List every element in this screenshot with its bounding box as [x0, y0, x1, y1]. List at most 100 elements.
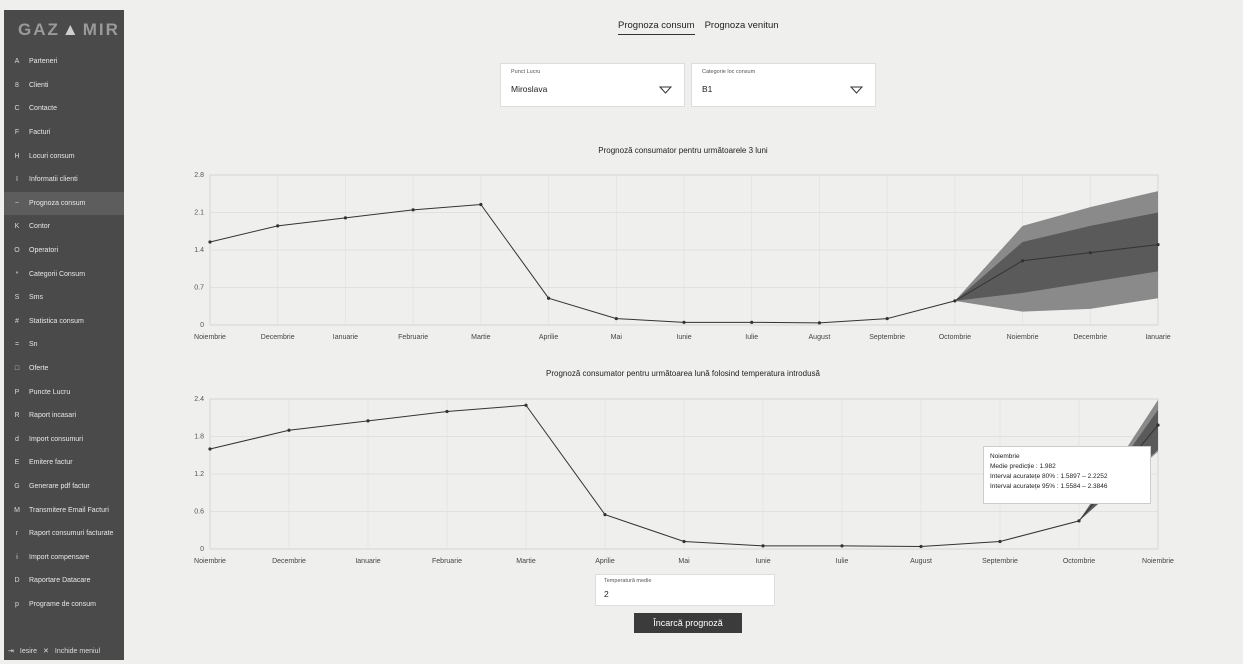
- main-content: Prognoza consum Prognoza venitun Punct L…: [128, 0, 1238, 664]
- x-tick-label: Iulie: [745, 334, 758, 341]
- x-tick-label: Martie: [471, 334, 491, 341]
- chevron-down-icon: [659, 86, 672, 94]
- y-tick-label: 2.8: [194, 172, 204, 179]
- temperature-label: Temperatură medie: [604, 578, 652, 584]
- sidebar-item-statistica-consum[interactable]: # Statistica consum: [4, 310, 124, 334]
- sidebar-item-generare-pdf-factur[interactable]: G Generare pdf factur: [4, 475, 124, 499]
- sidebar: GAZ ▲ MIR A Parteneri 8 Clienti C Contacte F Fa…: [4, 10, 124, 660]
- logo-text-right: MIR: [82, 20, 120, 39]
- sidebar-item-operatori[interactable]: O Operatori: [4, 239, 124, 263]
- chart2-title: Prognoză consumator pentru următoarea lu…: [546, 369, 820, 378]
- x-tick-label: Mai: [611, 334, 623, 341]
- x-tick-label: Decembrie: [272, 558, 306, 565]
- data-point: [1156, 243, 1160, 247]
- data-point: [276, 224, 280, 228]
- menu-icon: K: [14, 223, 20, 231]
- sidebar-item-label: Locuri consum: [29, 152, 75, 160]
- data-point: [750, 320, 754, 324]
- x-tick-label: Iunie: [676, 334, 691, 341]
- sidebar-item-contor[interactable]: K Contor: [4, 215, 124, 239]
- x-tick-label: Decembrie: [261, 334, 295, 341]
- menu-icon: H: [14, 152, 20, 160]
- sidebar-item-puncte-lucru[interactable]: P Puncte Lucru: [4, 380, 124, 404]
- menu-icon: E: [14, 459, 20, 467]
- data-point: [1156, 423, 1160, 427]
- app-logo[interactable]: GAZ ▲ MIR: [4, 10, 124, 50]
- x-tick-label: Mai: [678, 558, 690, 565]
- y-tick-label: 2.1: [194, 210, 204, 217]
- load-forecast-button[interactable]: Încarcă prognoză: [634, 613, 742, 633]
- data-point: [885, 316, 889, 321]
- x-tick-label: Septembrie: [982, 558, 1018, 565]
- chart-tooltip: Noiembrie Medie predicție : 1.982 Interv…: [983, 446, 1151, 504]
- sidebar-item-prognoza-consum[interactable]: ~ Prognoza consum: [4, 191, 124, 216]
- sidebar-item-categorii-consum[interactable]: * Categorii Consum: [4, 262, 124, 286]
- punct-lucru-value: Miroslava: [511, 84, 548, 94]
- sidebar-item-sn[interactable]: = Sn: [4, 333, 124, 357]
- menu-icon: =: [14, 341, 20, 349]
- data-point: [445, 409, 449, 414]
- sidebar-item-clienti[interactable]: 8 Clienti: [4, 74, 124, 98]
- data-point: [998, 539, 1002, 544]
- sidebar-item-label: Raport consumuri facturate: [29, 530, 114, 538]
- sidebar-menu: A Parteneri 8 Clienti C Contacte F Facturi H Locu…: [4, 50, 124, 616]
- tab-prognoza-venitun[interactable]: Prognoza venitun: [704, 20, 779, 31]
- chevron-down-icon: [850, 86, 863, 94]
- sidebar-item-locuri-consum[interactable]: H Locuri consum: [4, 144, 124, 168]
- sidebar-item-informatii-clienti[interactable]: I Informatii clienti: [4, 168, 124, 192]
- sidebar-item-sms[interactable]: S Sms: [4, 286, 124, 310]
- y-tick-label: 0.6: [194, 509, 204, 516]
- x-tick-label: Aprilie: [595, 558, 615, 565]
- menu-icon: p: [15, 600, 19, 608]
- tooltip-interval-80: Interval acuratețe 80% : 1.5897 – 2.2252: [990, 473, 1108, 480]
- x-tick-label: Ianuarie: [333, 334, 358, 341]
- sidebar-item-label: Generare pdf factur: [29, 482, 90, 490]
- sidebar-item-transmitere-email-facturi[interactable]: M Transmitere Email Facturi: [4, 498, 124, 522]
- sidebar-item-label: Categorii Consum: [29, 270, 86, 278]
- x-tick-label: Februarie: [398, 334, 428, 341]
- sidebar-item-emitere-factur[interactable]: E Emitere factur: [4, 451, 124, 475]
- sidebar-item-label: Transmitere Email Facturi: [29, 506, 109, 514]
- x-tick-label: Septembrie: [869, 334, 905, 341]
- close-icon[interactable]: ✕: [43, 648, 49, 655]
- chart1-title: Prognoză consumator pentru următoarele 3…: [598, 146, 768, 155]
- sidebar-item-import-consumuri[interactable]: d Import consumuri: [4, 428, 124, 452]
- sidebar-item-oferte[interactable]: □ Oferte: [4, 357, 124, 381]
- sidebar-item-programe-de-consum[interactable]: p Programe de consum: [4, 593, 124, 617]
- sidebar-item-facturi[interactable]: F Facturi: [4, 121, 124, 145]
- temperature-field[interactable]: Temperatură medie 2: [595, 574, 775, 606]
- tab-prognoza-consum[interactable]: Prognoza consum: [618, 20, 695, 35]
- menu-icon: ~: [14, 199, 20, 207]
- y-tick-label: 0: [200, 322, 204, 329]
- sidebar-item-label: Informatii clienti: [29, 176, 78, 184]
- y-tick-label: 0: [200, 546, 204, 553]
- categorie-select[interactable]: Categorie loc consum B1: [691, 63, 876, 107]
- sidebar-item-raportare-datacare[interactable]: D Raportare Datacare: [4, 569, 124, 593]
- sidebar-item-parteneri[interactable]: A Parteneri: [4, 50, 124, 74]
- sidebar-item-label: Statistica consum: [29, 317, 84, 325]
- x-tick-label: Iulie: [836, 558, 849, 565]
- punct-lucru-select[interactable]: Punct Lucru Miroslava: [500, 63, 685, 107]
- sidebar-item-raport-incasari[interactable]: R Raport incasari: [4, 404, 124, 428]
- x-tick-label: Aprilie: [539, 334, 559, 341]
- logout-icon[interactable]: ⇥: [8, 648, 14, 655]
- logout-link[interactable]: Iesire: [19, 647, 37, 655]
- menu-icon: A: [14, 58, 20, 66]
- sidebar-item-label: Contacte: [29, 105, 58, 113]
- sidebar-item-label: Sn: [29, 341, 38, 349]
- sidebar-item-contacte[interactable]: C Contacte: [4, 97, 124, 121]
- data-point: [682, 539, 686, 544]
- sidebar-item-label: Sms: [29, 294, 43, 302]
- y-tick-label: 2.4: [194, 396, 204, 403]
- temperature-value[interactable]: 2: [604, 589, 609, 599]
- categorie-label: Categorie loc consum: [702, 69, 756, 75]
- sidebar-item-import-compensare[interactable]: i Import compensare: [4, 545, 124, 569]
- sidebar-item-label: Import consumuri: [29, 435, 84, 443]
- close-menu-link[interactable]: Inchide meniul: [54, 647, 101, 655]
- sidebar-item-label: Facturi: [29, 129, 51, 137]
- x-tick-label: August: [809, 334, 831, 341]
- y-tick-label: 1.8: [194, 434, 204, 441]
- sidebar-item-raport-consumuri-facturate[interactable]: r Raport consumuri facturate: [4, 522, 124, 546]
- x-tick-label: Ianuarie: [355, 558, 380, 565]
- logo-flame-icon: ▲: [61, 20, 81, 39]
